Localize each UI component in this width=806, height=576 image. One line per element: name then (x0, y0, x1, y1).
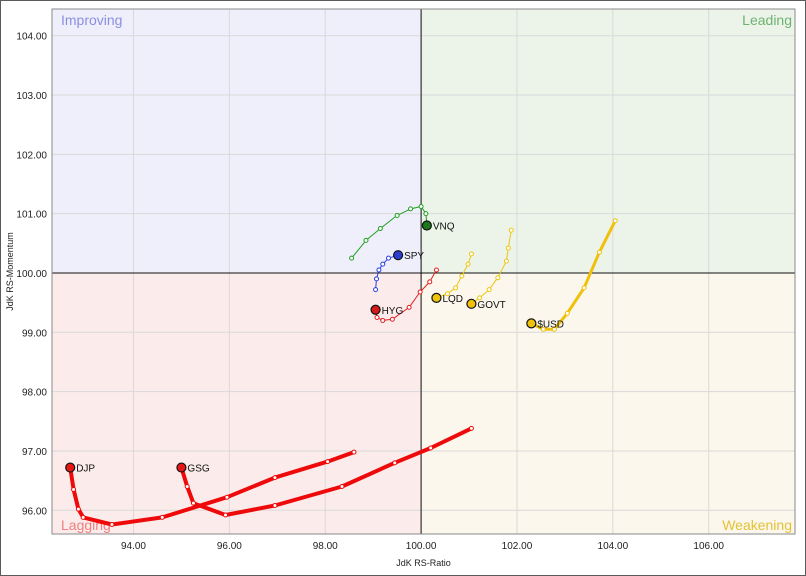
trail-point-vnq (408, 206, 414, 212)
trail-point-usd (596, 249, 602, 255)
quadrant-improving-bg (52, 9, 422, 273)
trail-point-gsg (392, 460, 398, 466)
trail-point-spy (380, 261, 386, 267)
trail-point-lqd (468, 251, 474, 257)
trail-point-djp (159, 514, 165, 520)
y-tick-label: 97.00 (22, 447, 47, 458)
trail-point-usd (564, 310, 570, 316)
trail-point-gsg (339, 484, 345, 490)
point-label-spy: SPY (404, 251, 424, 262)
trail-point-govt (486, 287, 492, 293)
trail-point-govt (505, 245, 511, 251)
trail-point-djp (272, 475, 278, 481)
x-tick-label: 98.00 (313, 541, 338, 552)
y-tick-label: 104.00 (16, 32, 47, 43)
trail-point-gsg (184, 484, 190, 490)
trail-point-hyg (374, 314, 380, 320)
trail-point-hyg (417, 289, 423, 295)
x-tick-label: 94.00 (121, 541, 146, 552)
y-tick-label: 98.00 (22, 388, 47, 399)
trail-point-vnq (418, 204, 424, 210)
trail-point-govt (503, 258, 509, 264)
point-label-gsg: GSG (187, 464, 209, 475)
trail-point-vnq (363, 237, 369, 243)
head-point-hyg (370, 304, 381, 315)
head-point-govt (466, 298, 477, 309)
head-point-djp (65, 462, 76, 473)
y-tick-label: 99.00 (22, 328, 47, 339)
y-tick-label: 102.00 (16, 150, 47, 161)
trail-point-djp (351, 449, 357, 455)
head-point-usd (526, 318, 537, 329)
y-tick-label: 100.00 (16, 269, 47, 280)
head-point-spy (392, 250, 404, 261)
point-label-lqd: LQD (442, 294, 463, 305)
point-label-usd: $USD (537, 319, 564, 330)
trail-point-djp (109, 522, 115, 528)
y-tick-label: 101.00 (16, 210, 47, 221)
trail-point-spy (386, 255, 392, 261)
trail-point-spy (374, 276, 380, 282)
trail-point-lqd (459, 273, 465, 279)
head-point-lqd (431, 292, 442, 303)
plot-border (51, 8, 796, 535)
trail-djp (68, 450, 356, 527)
point-label-vnq: VNQ (433, 222, 455, 233)
point-label-govt: GOVT (477, 300, 505, 311)
trail-point-vnq (394, 212, 400, 218)
trail-point-govt (508, 227, 514, 233)
trail-point-usd (540, 326, 546, 332)
trail-point-usd (551, 326, 557, 332)
trail-point-hyg (427, 279, 433, 285)
trail-point-gsg (468, 425, 474, 431)
trail-point-hyg (389, 316, 395, 322)
head-point-vnq (421, 220, 432, 231)
trail-point-vnq (377, 225, 383, 231)
x-axis-label: JdK RS-Ratio (396, 558, 451, 568)
trail-point-lqd (444, 291, 450, 297)
trail-point-vnq (423, 211, 429, 217)
trail-point-lqd (465, 261, 471, 267)
trail-point-gsg (272, 503, 278, 509)
trail-point-lqd (453, 285, 459, 291)
x-tick-label: 104.00 (598, 541, 629, 552)
quadrant-weakening-bg (421, 272, 795, 534)
trail-point-gsg (190, 500, 196, 506)
trail-point-djp (75, 506, 81, 512)
x-tick-label: 96.00 (217, 541, 242, 552)
y-axis-label: JdK RS-Momentum (5, 232, 15, 311)
quadrant-label-leading: Leading (742, 12, 792, 28)
trail-point-djp (325, 459, 331, 465)
point-label-djp: DJP (76, 464, 95, 475)
quadrant-label-weakening: Weakening (722, 517, 792, 533)
quadrant-leading-bg (421, 9, 795, 273)
trail-point-govt (495, 275, 501, 281)
trail-point-hyg (433, 267, 439, 273)
trail-point-usd (581, 285, 587, 291)
trail-point-djp (224, 494, 230, 500)
trail-point-vnq (349, 255, 355, 261)
trail-point-hyg (380, 317, 386, 323)
trail-point-hyg (406, 304, 412, 310)
trail-point-gsg (428, 445, 434, 451)
quadrant-lagging-bg (52, 272, 422, 534)
trail-point-spy (373, 287, 379, 293)
trail-point-djp (71, 487, 77, 493)
trail-point-spy (376, 267, 382, 273)
head-point-gsg (176, 462, 187, 473)
x-tick-label: 102.00 (502, 541, 533, 552)
quadrant-label-improving: Improving (61, 12, 122, 28)
x-tick-label: 106.00 (693, 541, 724, 552)
y-tick-label: 103.00 (16, 91, 47, 102)
point-label-hyg: HYG (382, 306, 404, 317)
trail-point-djp (80, 514, 86, 520)
trail-point-gsg (223, 512, 229, 518)
y-tick-label: 96.00 (22, 506, 47, 517)
x-tick-label: 100.00 (406, 541, 437, 552)
trail-point-govt (477, 295, 483, 301)
trail-point-usd (612, 218, 618, 224)
